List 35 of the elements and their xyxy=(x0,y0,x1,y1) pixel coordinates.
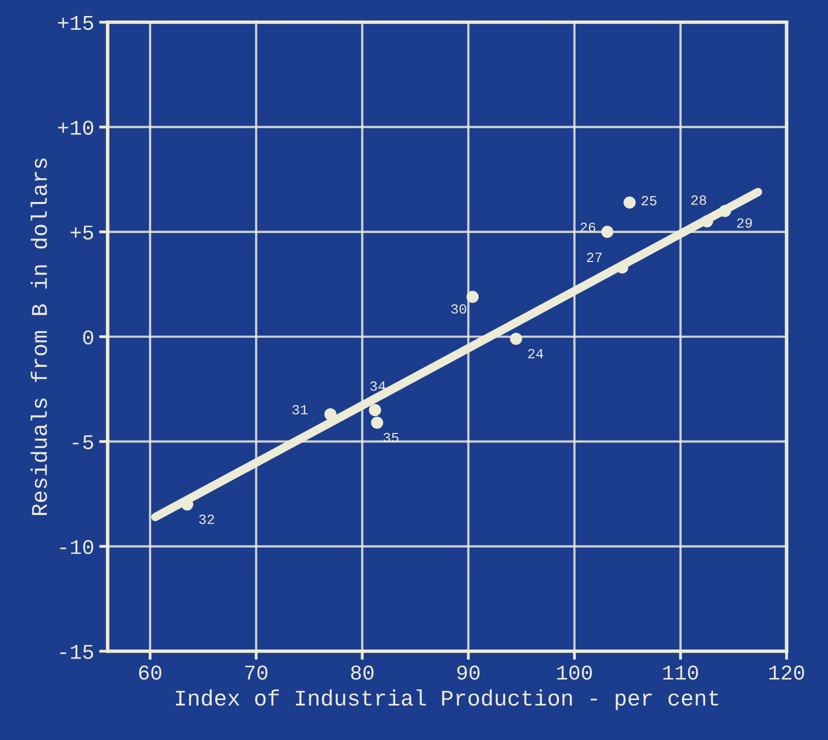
annotation: 26 xyxy=(580,222,596,232)
annotation: 34 xyxy=(370,381,386,391)
point xyxy=(466,290,479,303)
point xyxy=(624,196,636,209)
point xyxy=(368,404,382,416)
y-tick-label: -15 xyxy=(60,645,94,659)
annotation: 25 xyxy=(642,196,656,206)
y-tick-label: 0 xyxy=(83,330,94,344)
y-tick-label: +10 xyxy=(58,120,94,135)
annotation: 35 xyxy=(384,432,398,442)
x-tick-label: 100 xyxy=(557,666,592,680)
y-tick-label: -5 xyxy=(72,435,94,450)
annotation: 27 xyxy=(587,252,602,262)
x-tick-label: 80 xyxy=(351,666,374,680)
x-tick-label: 120 xyxy=(769,666,804,680)
y-tick-label: -10 xyxy=(60,540,94,554)
annotation: 24 xyxy=(528,348,544,358)
x-tick-label: 70 xyxy=(245,666,268,680)
annotation: 28 xyxy=(691,195,706,205)
annotation: 31 xyxy=(292,404,308,414)
annotation: 29 xyxy=(737,218,752,228)
point xyxy=(601,226,614,238)
x-tick-label: 60 xyxy=(139,666,162,680)
y-axis-title: Residuals from B in dollars xyxy=(30,158,48,515)
y-tick-label: +15 xyxy=(58,16,94,30)
annotation: 32 xyxy=(199,514,214,524)
point xyxy=(371,416,384,429)
annotation: 30 xyxy=(451,304,466,314)
point xyxy=(718,204,732,217)
x-axis-title: Index of Industrial Production - per cent xyxy=(176,689,718,710)
x-tick-label: 90 xyxy=(457,666,480,680)
x-tick-label: 110 xyxy=(663,666,698,680)
y-tick-label: +5 xyxy=(70,226,94,240)
point xyxy=(324,408,336,420)
point xyxy=(510,332,522,345)
